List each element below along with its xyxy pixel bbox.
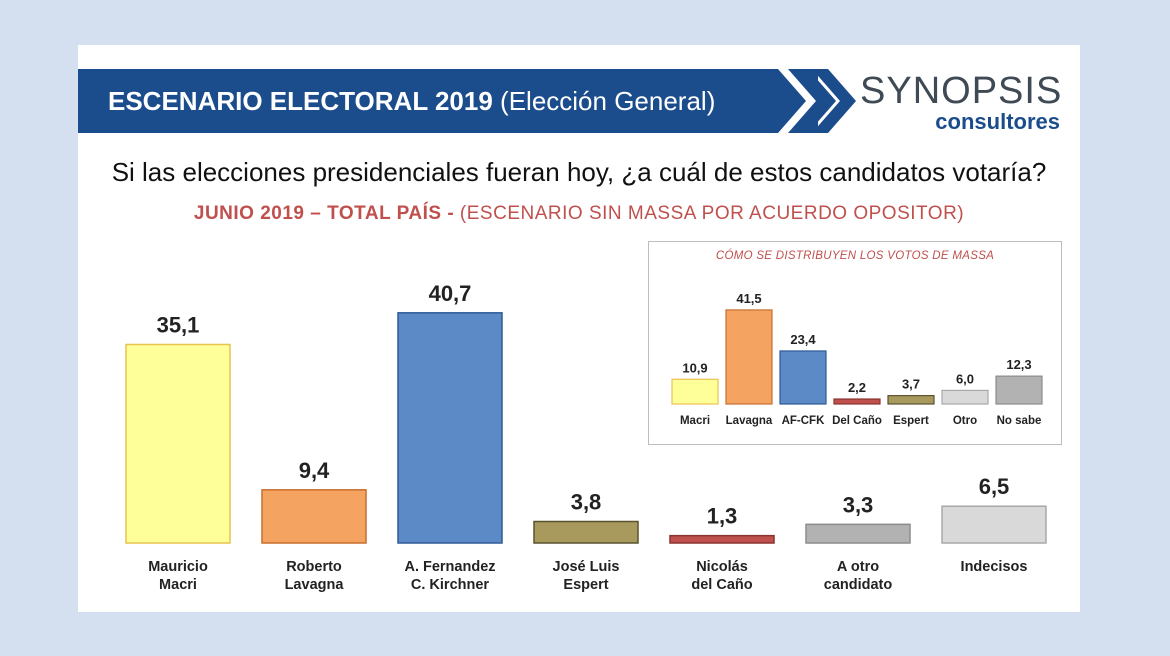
massa-distribution-inset: CÓMO SE DISTRIBUYEN LOS VOTOS DE MASSA 1… bbox=[648, 241, 1062, 445]
main-category-label-0: Mauricio Macri bbox=[148, 559, 208, 593]
main-value-label-4: 1,3 bbox=[707, 504, 738, 529]
main-bar-1 bbox=[261, 489, 367, 544]
inset-value-label-3: 2,2 bbox=[848, 380, 866, 395]
banner-title-rest: (Elección General) bbox=[492, 86, 716, 116]
banner-title: ESCENARIO ELECTORAL 2019 (Elección Gener… bbox=[108, 69, 715, 133]
main-category-label-5: A otro candidato bbox=[824, 559, 893, 593]
inset-value-label-6: 12,3 bbox=[1006, 357, 1031, 372]
chart-card: ESCENARIO ELECTORAL 2019 (Elección Gener… bbox=[78, 45, 1080, 612]
main-bar-6 bbox=[941, 505, 1047, 544]
inset-title: CÓMO SE DISTRIBUYEN LOS VOTOS DE MASSA bbox=[715, 250, 995, 262]
banner-title-bold: ESCENARIO ELECTORAL 2019 bbox=[108, 86, 493, 116]
inset-bar-5 bbox=[941, 389, 989, 405]
inset-category-label-2: AF-CFK bbox=[782, 415, 825, 427]
main-bar-5 bbox=[805, 523, 911, 544]
main-value-label-3: 3,8 bbox=[571, 490, 602, 515]
main-value-label-1: 9,4 bbox=[299, 458, 330, 483]
inset-category-label-3: Del Caño bbox=[832, 415, 882, 427]
main-category-label-3: José Luis Espert bbox=[553, 559, 620, 593]
inset-value-label-1: 41,5 bbox=[736, 291, 761, 306]
survey-question: Si las elecciones presidenciales fueran … bbox=[111, 157, 1047, 187]
inset-value-label-5: 6,0 bbox=[956, 371, 974, 386]
chart-subtitle: JUNIO 2019 – TOTAL PAÍS - (ESCENARIO SIN… bbox=[78, 203, 1080, 225]
inset-bar-chart: 10,9 Macri 41,5 Lavagna 23,4 AF-CFK 2,2 Del Cañ… bbox=[671, 291, 1043, 427]
main-bar-4 bbox=[669, 534, 775, 544]
main-category-label-2: A. Fernandez C. Kirchner bbox=[404, 559, 495, 593]
main-bar-3 bbox=[533, 520, 639, 544]
main-category-label-4: Nicolás del Caño bbox=[691, 559, 752, 593]
main-value-label-6: 6,5 bbox=[979, 474, 1010, 499]
inset-category-label-0: Macri bbox=[680, 415, 710, 427]
main-value-label-0: 35,1 bbox=[157, 312, 200, 337]
title-banner: ESCENARIO ELECTORAL 2019 (Elección Gener… bbox=[78, 69, 818, 133]
inset-bar-0 bbox=[671, 378, 719, 405]
inset-category-label-1: Lavagna bbox=[726, 415, 773, 427]
main-value-label-2: 40,7 bbox=[429, 281, 472, 306]
subtitle-bold: JUNIO 2019 – TOTAL PAÍS - bbox=[193, 203, 455, 224]
inset-category-label-5: Otro bbox=[953, 415, 977, 427]
inset-bar-4 bbox=[887, 395, 935, 405]
inset-bar-2 bbox=[779, 350, 827, 405]
inset-bar-6 bbox=[995, 375, 1043, 405]
inset-value-label-0: 10,9 bbox=[682, 360, 707, 375]
logo-wordmark: SYNOPSIS bbox=[860, 70, 1063, 112]
main-category-label-1: Roberto Lavagna bbox=[285, 559, 345, 593]
inset-bar-3 bbox=[833, 398, 881, 405]
main-bar-2 bbox=[397, 312, 503, 544]
main-bar-chart: 35,1 Mauricio Macri 9,4 Roberto Lavagna 40,7 A.… bbox=[125, 281, 1047, 593]
inset-category-label-4: Espert bbox=[893, 415, 929, 427]
logo-subtitle: consultores bbox=[935, 109, 1060, 134]
chevron-arrows-icon bbox=[778, 69, 856, 133]
inset-value-label-4: 3,7 bbox=[902, 377, 920, 392]
main-category-label-6: Indecisos bbox=[961, 559, 1028, 575]
inset-bar-1 bbox=[725, 309, 773, 405]
inset-category-label-6: No sabe bbox=[997, 415, 1042, 427]
main-value-label-5: 3,3 bbox=[843, 492, 874, 517]
inset-value-label-2: 23,4 bbox=[790, 332, 816, 347]
main-bar-0 bbox=[125, 343, 231, 544]
synopsis-logo: SYNOPSIS consultores bbox=[860, 70, 1063, 134]
subtitle-rest: (ESCENARIO SIN MASSA POR ACUERDO OPOSITO… bbox=[454, 203, 965, 224]
